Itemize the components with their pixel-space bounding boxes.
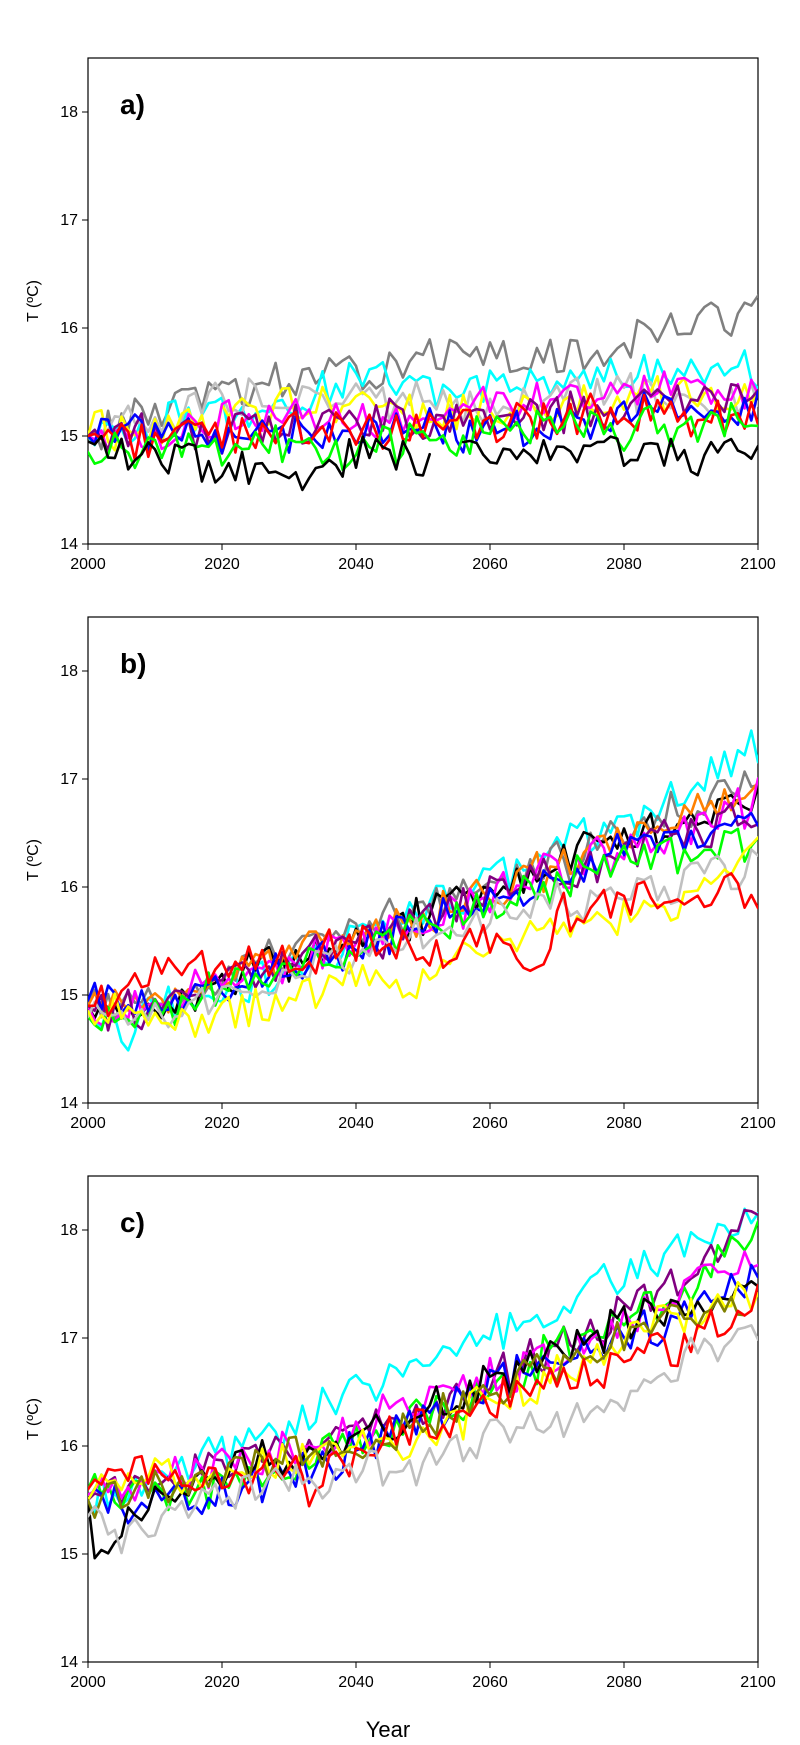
- y-tick-label: 14: [60, 1095, 78, 1112]
- x-tick-label: 2080: [606, 1674, 642, 1691]
- y-tick-label: 16: [60, 320, 78, 337]
- series-line-c-9: [88, 1283, 758, 1508]
- series-group: [88, 1207, 758, 1560]
- x-tick-label: 2060: [472, 556, 508, 573]
- series-line-b-11: [88, 872, 758, 1018]
- y-axis-title: T (ºC): [25, 280, 42, 322]
- y-tick-label: 15: [60, 428, 78, 445]
- y-axis-title: T (ºC): [25, 839, 42, 881]
- x-tick-label: 2040: [338, 556, 374, 573]
- y-tick-label: 18: [60, 1222, 78, 1239]
- series-group: [88, 729, 758, 1052]
- y-tick-label: 18: [60, 104, 78, 121]
- series-line-c-1: [88, 1207, 758, 1517]
- series-line-b-5: [88, 777, 758, 1026]
- plot-frame: [87, 1175, 759, 1663]
- x-tick-label: 2000: [70, 1674, 106, 1691]
- y-tick-label: 16: [60, 1438, 78, 1455]
- y-tick-label: 18: [60, 663, 78, 680]
- y-tick-label: 15: [60, 987, 78, 1004]
- series-group: [88, 294, 758, 492]
- plot-frame: [87, 57, 759, 545]
- series-line-a-8: [88, 392, 758, 462]
- x-tick-label: 2000: [70, 1115, 106, 1132]
- y-tick-label: 15: [60, 1546, 78, 1563]
- plot-frame: [87, 616, 759, 1104]
- x-axis-title: Year: [366, 1717, 410, 1742]
- panel-label: c): [120, 1207, 145, 1238]
- series-line-c-5: [88, 1263, 758, 1525]
- series-line-a-1: [88, 294, 758, 451]
- series-line-a-9: [88, 401, 758, 472]
- y-tick-label: 16: [60, 879, 78, 896]
- series-line-a-7: [88, 390, 758, 455]
- x-tick-label: 2020: [204, 1115, 240, 1132]
- x-tick-label: 2100: [740, 556, 776, 573]
- series-line-c-7: [88, 1281, 758, 1502]
- series-line-b-10: [88, 836, 758, 1038]
- x-tick-label: 2100: [740, 1115, 776, 1132]
- x-tick-label: 2060: [472, 1115, 508, 1132]
- x-tick-label: 2040: [338, 1115, 374, 1132]
- chart-panel-c: 14 15 16 17 18 2000 2020 2040 2060 2080 2100 c) T (º…: [25, 1175, 776, 1691]
- y-tick-label: 17: [60, 1330, 78, 1347]
- x-tick-label: 2020: [204, 1674, 240, 1691]
- x-tick-label: 2080: [606, 556, 642, 573]
- series-line-a-10: [88, 434, 758, 492]
- y-tick-label: 17: [60, 212, 78, 229]
- x-tick-label: 2080: [606, 1115, 642, 1132]
- y-tick-label: 14: [60, 536, 78, 553]
- y-tick-label: 14: [60, 1654, 78, 1671]
- series-line-b-8: [88, 827, 758, 1032]
- x-tick-label: 2100: [740, 1674, 776, 1691]
- series-line-b-9: [88, 848, 758, 1029]
- x-tick-label: 2040: [338, 1674, 374, 1691]
- series-line-a-6: [88, 383, 758, 456]
- series-line-b-7: [88, 811, 758, 1016]
- x-tick-label: 2020: [204, 556, 240, 573]
- series-line-c-8: [88, 1295, 746, 1519]
- y-axis-title: T (ºC): [25, 1398, 42, 1440]
- series-line-c-10: [88, 1324, 758, 1555]
- chart-panel-a: 14 15 16 17 18 2000 2020 2040 2060 2080 2100 a) T (º…: [25, 57, 776, 573]
- y-tick-label: 17: [60, 771, 78, 788]
- panel-label: b): [120, 648, 146, 679]
- chart-panel-b: 14 15 16 17 18 2000 2020 2040 2060 2080 2100 b) T (º…: [25, 616, 776, 1132]
- x-tick-label: 2000: [70, 556, 106, 573]
- panel-label: a): [120, 89, 145, 120]
- x-tick-label: 2060: [472, 1674, 508, 1691]
